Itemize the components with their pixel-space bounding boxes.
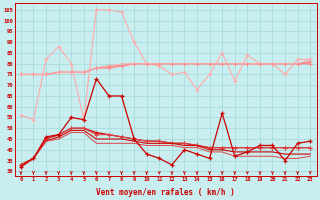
X-axis label: Vent moyen/en rafales ( km/h ): Vent moyen/en rafales ( km/h ) — [96, 188, 235, 197]
